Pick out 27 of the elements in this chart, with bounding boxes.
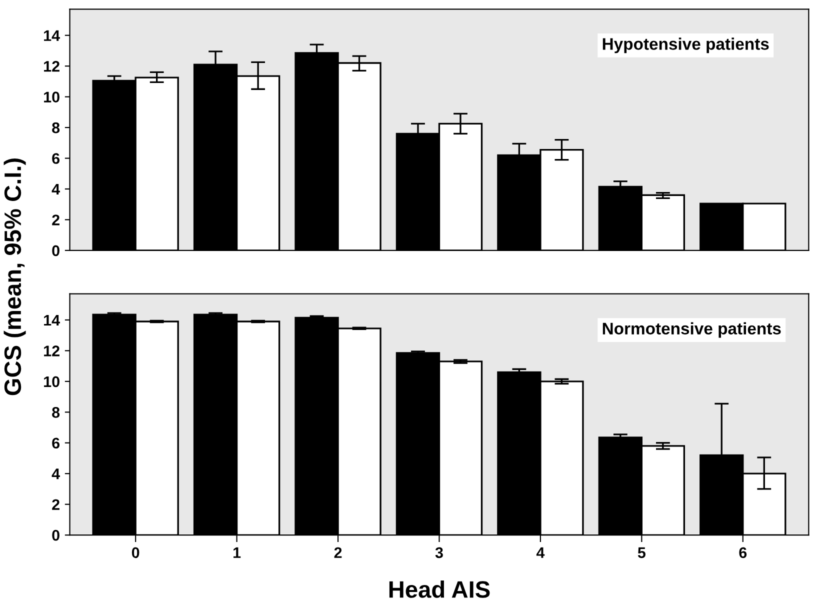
y-tick-label: 8: [52, 407, 60, 418]
x-tick-label: 1: [234, 547, 241, 558]
annotation: Normotensive patients: [602, 322, 781, 338]
x-tick-label: 6: [739, 547, 747, 558]
y-tick-label: 8: [52, 122, 60, 134]
x-tick-label: 3: [435, 547, 443, 558]
annotation: Hypotensive patients: [602, 38, 769, 54]
y-tick-label: 10: [44, 92, 60, 102]
y-tick-label: 6: [52, 153, 60, 164]
y-tick-label: 6: [52, 438, 60, 449]
x-tick-label: 0: [132, 547, 140, 558]
y-tick-label: 2: [52, 499, 60, 510]
y-tick-label: 2: [52, 214, 60, 226]
y-tick-label: 12: [44, 346, 60, 356]
y-tick-label: 4: [52, 184, 60, 195]
y-tick-label: 14: [44, 30, 60, 41]
x-tick-label: 2: [334, 547, 342, 558]
y-tick-label: 0: [52, 530, 60, 541]
y-axis-title: GCS (mean, 95% C.I.): [4, 158, 26, 396]
x-tick-label: 5: [638, 547, 646, 558]
x-tick-label: 4: [536, 547, 545, 558]
y-tick-label: 12: [44, 60, 60, 72]
y-tick-label: 0: [52, 245, 60, 256]
y-tick-label: 14: [44, 314, 60, 326]
y-tick-label: 10: [44, 376, 60, 388]
x-axis-title: Head AIS: [389, 580, 490, 598]
y-tick-label: 4: [52, 468, 60, 480]
